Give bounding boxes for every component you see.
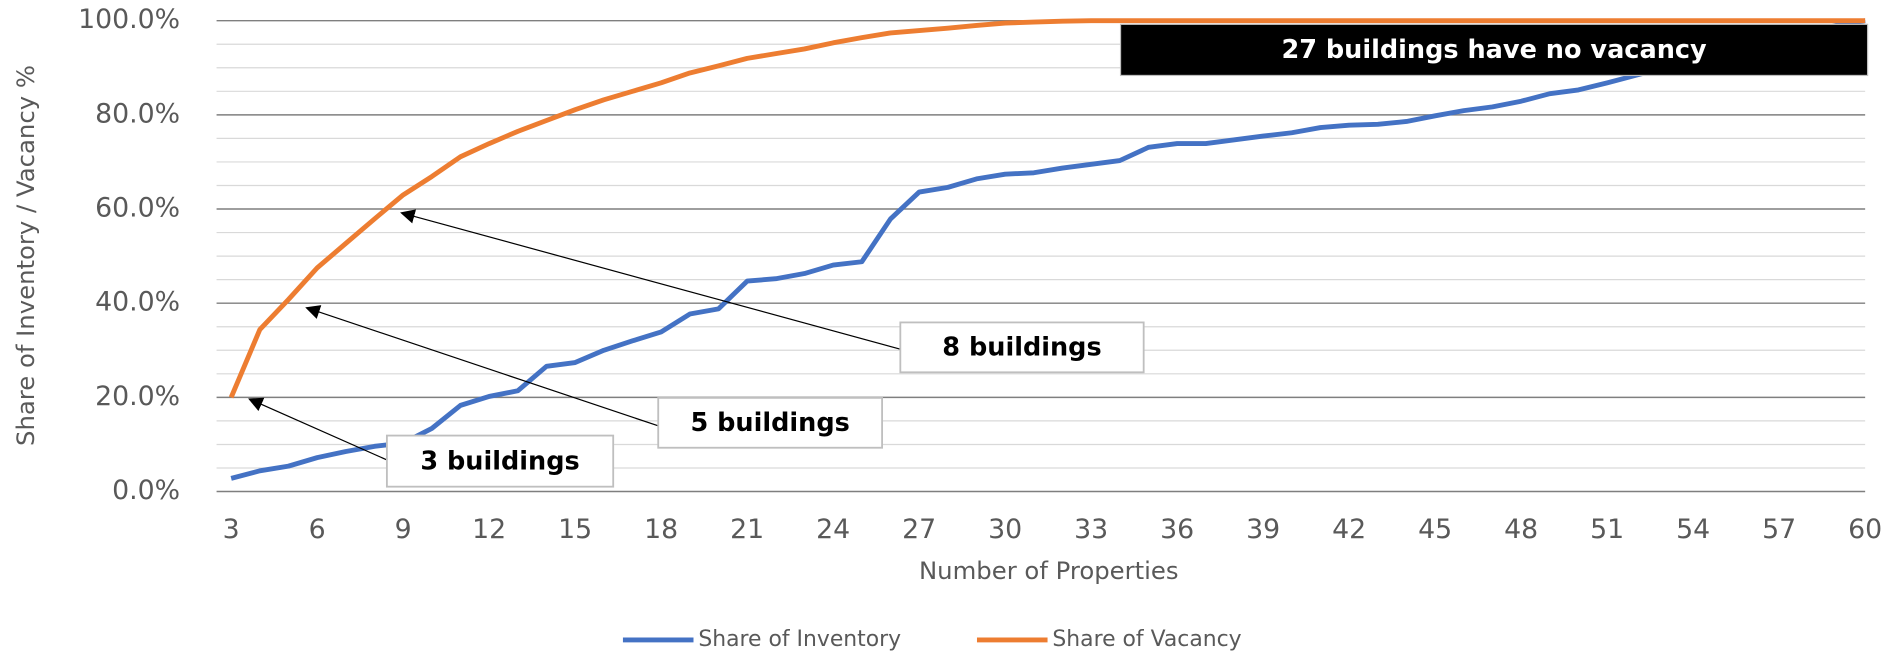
x-tick-label: 24	[816, 514, 850, 545]
x-tick-label: 39	[1246, 514, 1280, 545]
y-tick-label: 60.0%	[95, 193, 180, 224]
annotation-arrow	[248, 397, 388, 461]
x-tick-label: 54	[1676, 514, 1710, 545]
annotation-text: 5 buildings	[690, 408, 849, 438]
y-tick-label: 80.0%	[95, 98, 180, 129]
y-tick-label: 0.0%	[112, 475, 180, 506]
legend-label: Share of Inventory	[698, 627, 901, 652]
annotation-arrow	[305, 305, 659, 427]
annotation-text: 3 buildings	[420, 446, 579, 476]
x-tick-label: 36	[1160, 514, 1194, 545]
x-tick-label: 21	[730, 514, 764, 545]
x-tick-label: 15	[558, 514, 592, 545]
x-tick-label: 42	[1332, 514, 1366, 545]
x-tick-label: 18	[644, 514, 678, 545]
annotation-box	[1119, 23, 1869, 77]
x-tick-label: 33	[1074, 514, 1108, 545]
y-tick-label: 20.0%	[95, 381, 180, 412]
annotation-arrow	[400, 209, 901, 350]
x-tick-label: 6	[309, 514, 326, 545]
y-tick-label: 40.0%	[95, 287, 180, 318]
annotation-text: 27 buildings have no vacancy	[1281, 35, 1707, 65]
x-tick-label: 9	[395, 514, 412, 545]
annotation-box	[657, 396, 883, 449]
series-line	[228, 18, 1866, 399]
y-tick-label: 100.0%	[78, 4, 180, 35]
annotation-box	[899, 321, 1145, 374]
x-tick-label: 12	[472, 514, 506, 545]
series-line	[230, 18, 1866, 481]
x-tick-label: 45	[1418, 514, 1452, 545]
legend-label: Share of Vacancy	[1052, 627, 1241, 652]
annotation-text: 8 buildings	[942, 333, 1101, 363]
annotation-box	[385, 434, 615, 488]
x-tick-label: 3	[223, 514, 240, 545]
x-tick-label: 27	[902, 514, 936, 545]
x-tick-label: 48	[1504, 514, 1538, 545]
x-tick-label: 60	[1848, 514, 1882, 545]
x-tick-label: 57	[1762, 514, 1796, 545]
x-tick-label: 30	[988, 514, 1022, 545]
x-axis-title: Number of Properties	[919, 556, 1179, 585]
y-axis-title: Share of Inventory / Vacancy %	[11, 65, 40, 446]
x-tick-label: 51	[1590, 514, 1624, 545]
